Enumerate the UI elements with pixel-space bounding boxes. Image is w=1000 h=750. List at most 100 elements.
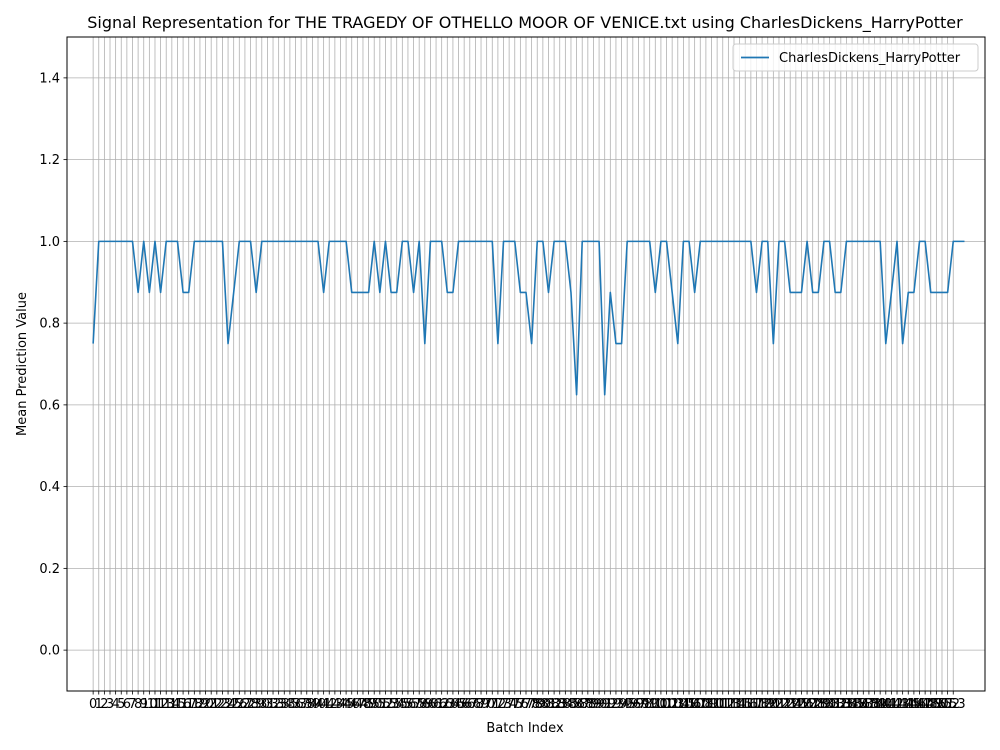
y-tick-label-6: 1.2	[39, 153, 60, 168]
x-tick-label-117: 117	[738, 697, 763, 712]
x-tick-label-77: 77	[518, 697, 535, 712]
x-tick-label-147: 147	[907, 697, 932, 712]
x-tick-label-48: 48	[355, 697, 372, 712]
x-tick-label-151: 151	[930, 697, 955, 712]
x-tick-label-45: 45	[338, 697, 355, 712]
x-tick-label-80: 80	[535, 697, 552, 712]
x-tick-label-27: 27	[237, 697, 254, 712]
x-tick-label-81: 81	[540, 697, 557, 712]
x-tick-label-90: 90	[591, 697, 608, 712]
x-tick-label-86: 86	[568, 697, 585, 712]
x-tick-label-55: 55	[394, 697, 411, 712]
x-tick-label-62: 62	[433, 697, 450, 712]
x-tick-label-104: 104	[665, 697, 690, 712]
x-tick-label-98: 98	[636, 697, 653, 712]
x-tick-label-110: 110	[699, 697, 724, 712]
x-tick-label-119: 119	[750, 697, 775, 712]
x-tick-label-140: 140	[868, 697, 893, 712]
x-tick-label-42: 42	[321, 697, 338, 712]
x-tick-label-121: 121	[761, 697, 786, 712]
y-tick-label-0: 0.0	[39, 644, 60, 659]
x-axis: 0123456789101112131415161718192021222324…	[89, 691, 966, 712]
x-tick-label-88: 88	[580, 697, 597, 712]
x-tick-label-8: 8	[134, 697, 142, 712]
x-tick-label-56: 56	[400, 697, 417, 712]
x-tick-label-40: 40	[310, 697, 327, 712]
x-tick-label-112: 112	[710, 697, 735, 712]
x-tick-label-34: 34	[276, 697, 293, 712]
x-tick-label-4: 4	[111, 697, 119, 712]
x-tick-label-14: 14	[164, 697, 181, 712]
x-tick-label-106: 106	[677, 697, 702, 712]
x-tick-label-20: 20	[197, 697, 214, 712]
x-tick-label-46: 46	[343, 697, 360, 712]
x-tick-label-75: 75	[506, 697, 523, 712]
x-tick-label-148: 148	[913, 697, 938, 712]
x-tick-label-125: 125	[783, 697, 808, 712]
x-tick-label-44: 44	[332, 697, 349, 712]
x-tick-label-32: 32	[265, 697, 282, 712]
x-tick-label-135: 135	[840, 697, 865, 712]
y-tick-label-7: 1.4	[39, 71, 60, 86]
legend: CharlesDickens_HarryPotter	[732, 43, 979, 72]
x-tick-label-65: 65	[450, 697, 467, 712]
series-line-0	[92, 240, 965, 396]
x-tick-label-63: 63	[439, 697, 456, 712]
x-tick-label-2: 2	[100, 697, 108, 712]
x-tick-label-103: 103	[660, 697, 685, 712]
x-tick-label-5: 5	[117, 697, 125, 712]
x-tick-label-15: 15	[169, 697, 186, 712]
x-tick-label-101: 101	[649, 697, 674, 712]
x-tick-label-23: 23	[214, 697, 231, 712]
x-tick-label-6: 6	[123, 697, 131, 712]
x-tick-label-49: 49	[360, 697, 377, 712]
x-tick-label-50: 50	[366, 697, 383, 712]
y-tick-label-5: 1.0	[39, 235, 60, 250]
x-tick-label-82: 82	[546, 697, 563, 712]
x-tick-label-150: 150	[924, 697, 949, 712]
x-tick-label-136: 136	[845, 697, 870, 712]
x-tick-label-152: 152	[935, 697, 960, 712]
x-tick-label-26: 26	[231, 697, 248, 712]
x-tick-label-133: 133	[828, 697, 853, 712]
x-tick-label-131: 131	[817, 697, 842, 712]
x-tick-label-143: 143	[885, 697, 910, 712]
x-tick-label-71: 71	[484, 697, 501, 712]
x-tick-label-33: 33	[270, 697, 287, 712]
x-tick-label-73: 73	[495, 697, 512, 712]
series-layer	[92, 240, 965, 396]
x-axis-label: Batch Index	[486, 721, 564, 736]
x-tick-label-85: 85	[563, 697, 580, 712]
grid	[67, 37, 985, 691]
x-tick-label-1: 1	[95, 697, 103, 712]
x-tick-label-129: 129	[806, 697, 831, 712]
x-tick-label-118: 118	[744, 697, 769, 712]
y-tick-label-2: 0.4	[39, 480, 60, 495]
x-tick-label-25: 25	[225, 697, 242, 712]
x-tick-label-12: 12	[152, 697, 169, 712]
x-tick-label-39: 39	[304, 697, 321, 712]
x-tick-label-122: 122	[767, 697, 792, 712]
x-tick-label-92: 92	[602, 697, 619, 712]
x-tick-label-142: 142	[879, 697, 904, 712]
x-tick-label-138: 138	[857, 697, 882, 712]
x-tick-label-57: 57	[405, 697, 422, 712]
x-tick-label-58: 58	[411, 697, 428, 712]
x-tick-label-83: 83	[551, 697, 568, 712]
x-tick-label-124: 124	[778, 697, 803, 712]
x-tick-label-30: 30	[254, 697, 271, 712]
x-tick-label-61: 61	[428, 697, 445, 712]
x-tick-label-145: 145	[896, 697, 921, 712]
x-tick-label-36: 36	[287, 697, 304, 712]
x-tick-label-19: 19	[192, 697, 209, 712]
x-tick-label-120: 120	[755, 697, 780, 712]
x-tick-label-52: 52	[377, 697, 394, 712]
x-tick-label-11: 11	[147, 697, 164, 712]
y-tick-label-1: 0.2	[39, 562, 60, 577]
legend-label: CharlesDickens_HarryPotter	[779, 51, 961, 66]
x-tick-label-99: 99	[641, 697, 658, 712]
x-tick-label-79: 79	[529, 697, 546, 712]
x-tick-label-126: 126	[789, 697, 814, 712]
